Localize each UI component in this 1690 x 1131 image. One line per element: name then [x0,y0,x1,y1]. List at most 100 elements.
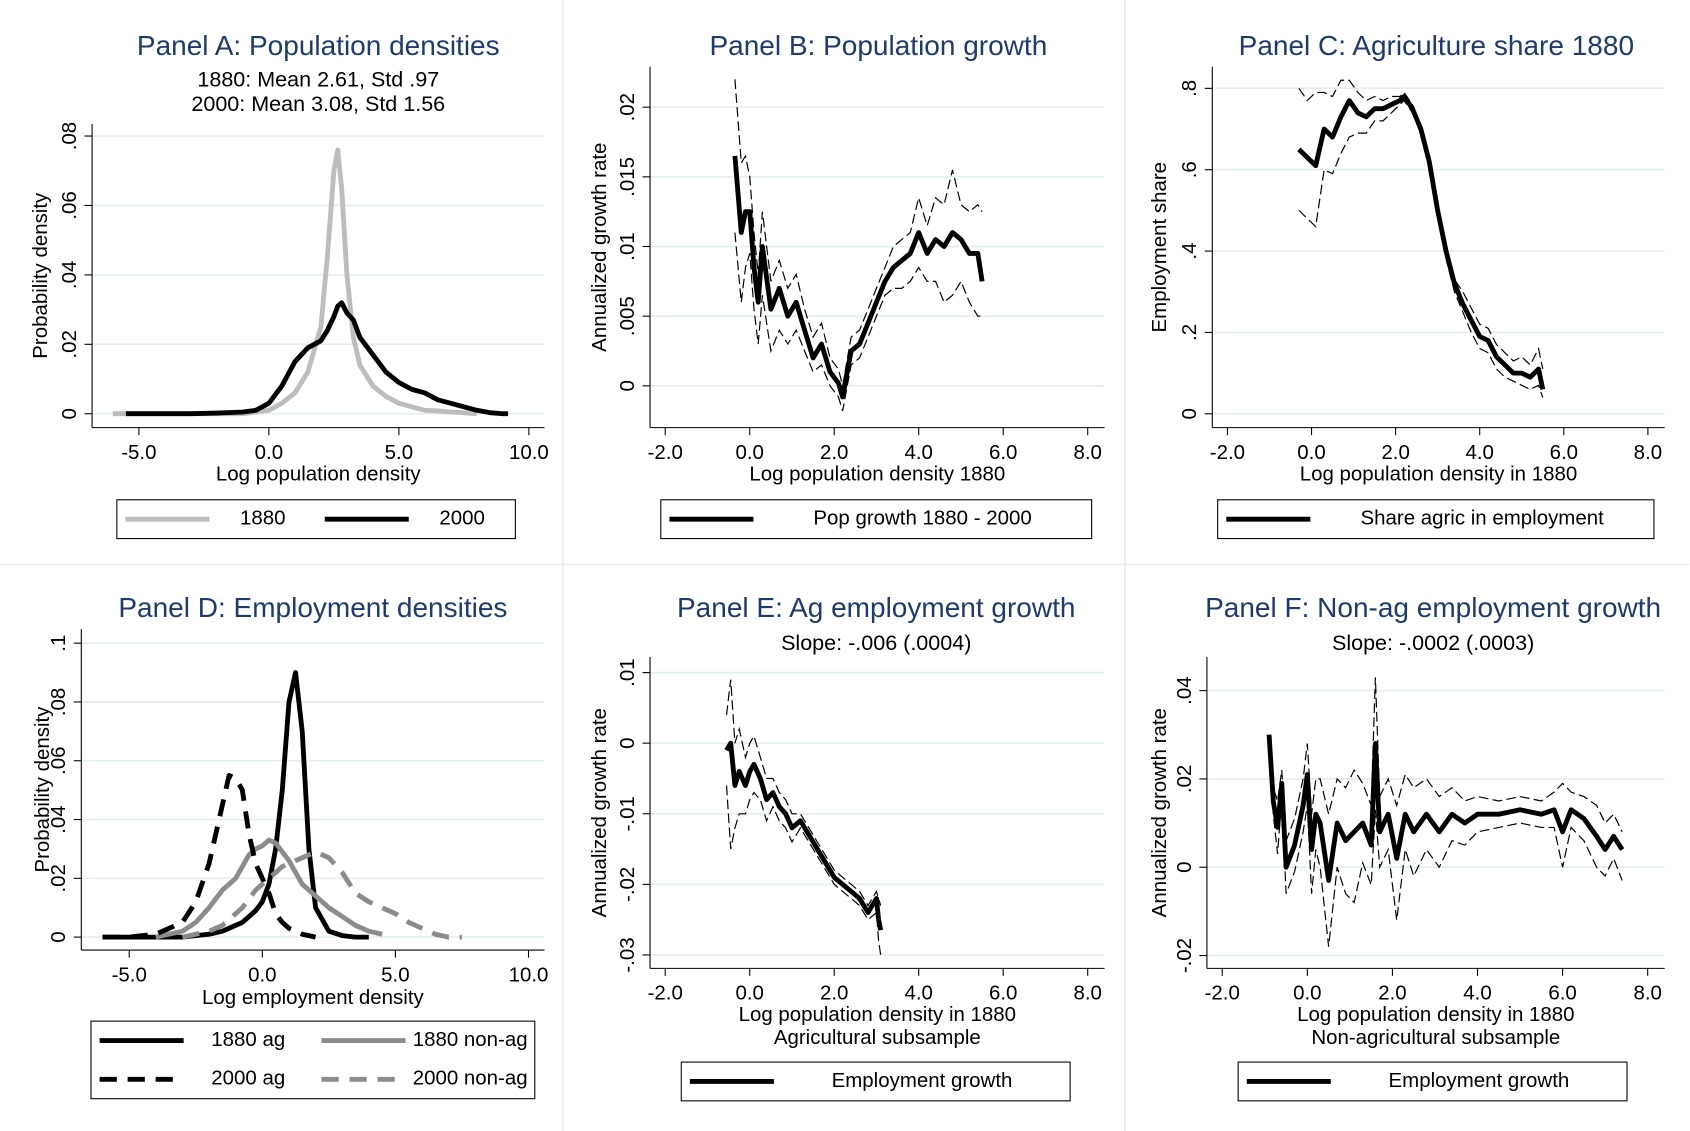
x-axis-title: Log population density in 1880 [1297,1003,1574,1026]
y-tick-label: 0 [1178,408,1201,419]
panel-subtitle: 1880: Mean 2.61, Std .97 [197,67,439,91]
x-axis-title: Log population density in 1880 [1300,462,1577,485]
x-tick-label: 8.0 [1073,982,1101,1005]
y-tick-label: .2 [1178,324,1201,341]
x-tick-label: 2.0 [1378,982,1406,1005]
data-line [125,300,509,417]
x-tick-label: 6.0 [989,441,1017,464]
x-tick-label: 2.0 [820,441,848,464]
confidence-band [734,79,983,386]
x-tick-label: 0.0 [248,963,276,986]
y-tick-label: 0 [58,408,81,419]
y-tick-label: -.02 [1173,938,1196,973]
panel-title: Panel A: Population densities [137,30,500,61]
data-line [1297,94,1546,390]
y-tick-label: 0 [47,931,70,942]
panel-subtitle: Slope: -.006 (.0004) [781,631,971,655]
x-tick-label: 6.0 [989,982,1017,1005]
y-axis-title: Annualized growth rate [1148,708,1171,917]
x-tick-label: 0.0 [736,982,764,1005]
x-tick-label: 0.0 [736,441,764,464]
x-tick-label: -2.0 [1210,441,1245,464]
x-tick-label: 4.0 [1463,982,1491,1005]
panel-title: Panel F: Non-ag employment growth [1205,592,1661,623]
y-tick-label: .06 [47,747,70,775]
confidence-band [1268,734,1623,947]
y-axis-title: Probability density [29,192,52,359]
y-tick-label: 0 [616,737,639,748]
panel-subtitle: Slope: -.0002 (.0003) [1332,631,1534,655]
x-tick-label: 6.0 [1548,982,1576,1005]
x-tick-label: -2.0 [648,982,683,1005]
y-tick-label: -.02 [616,867,639,902]
panel-subtitle: 2000: Mean 3.08, Std 1.56 [191,92,445,116]
y-axis-title: Annualized growth rate [588,143,611,352]
data-line [724,740,884,931]
legend-label: Share agric in employment [1360,507,1604,530]
y-tick-label: 0 [616,380,639,391]
x-tick-label: 2.0 [1381,441,1409,464]
confidence-band [1298,99,1544,398]
x-tick-label: 2.0 [820,982,848,1005]
y-tick-label: .02 [47,864,70,892]
x-axis-title: Log population density 1880 [749,462,1005,485]
data-line [155,837,383,940]
y-tick-label: .04 [1173,676,1196,704]
y-tick-label: .015 [616,157,639,197]
x-tick-label: 5.0 [385,441,413,464]
x-axis-title: Non-agricultural subsample [1311,1026,1560,1049]
y-tick-label: .02 [58,330,81,358]
y-tick-label: .02 [1173,765,1196,793]
x-axis-title: Agricultural subsample [774,1026,981,1049]
y-tick-label: .02 [616,93,639,121]
confidence-band [725,785,882,955]
data-line [181,849,462,940]
legend-label: 1880 [240,507,286,530]
legend-label: Pop growth 1880 - 2000 [813,507,1031,530]
x-tick-label: 6.0 [1550,441,1578,464]
legend-label: Employment growth [1389,1069,1570,1092]
legend-label: 1880 non-ag [413,1028,528,1051]
legend-label: 2000 [439,507,485,530]
y-axis-title: Probability density [31,706,54,873]
y-tick-label: .06 [58,191,81,219]
y-tick-label: .01 [616,658,639,686]
x-tick-label: 4.0 [904,982,932,1005]
legend-box [680,1061,1071,1102]
legend-label: 2000 ag [211,1067,285,1090]
x-axis-title: Log population density in 1880 [739,1003,1016,1026]
x-tick-label: -2.0 [648,441,683,464]
data-line [1266,734,1625,883]
data-line [102,773,317,940]
x-tick-label: -5.0 [121,441,156,464]
confidence-band [725,679,882,907]
panel-title: Panel D: Employment densities [118,592,507,623]
y-tick-label: .1 [47,635,70,652]
panel-title: Panel C: Agriculture share 1880 [1239,30,1634,61]
y-tick-label: .08 [58,122,81,150]
x-axis-title: Log population density [216,462,421,485]
x-tick-label: 0.0 [1293,982,1321,1005]
y-tick-label: .04 [47,805,70,833]
x-tick-label: 4.0 [1465,441,1493,464]
y-tick-label: .8 [1178,80,1201,97]
y-tick-label: .04 [58,261,81,289]
x-tick-label: 10.0 [509,441,549,464]
x-tick-label: 4.0 [904,441,932,464]
y-tick-label: .4 [1178,243,1201,260]
y-tick-label: .08 [47,688,70,716]
panel-title: Panel B: Population growth [710,30,1048,61]
x-tick-label: -5.0 [112,963,147,986]
x-tick-label: -2.0 [1205,982,1240,1005]
x-axis-title: Log employment density [202,986,424,1009]
y-tick-label: .01 [616,232,639,260]
legend-label: Employment growth [832,1069,1013,1092]
x-tick-label: 5.0 [381,963,409,986]
x-tick-label: 0.0 [255,441,283,464]
legend-label: 1880 ag [211,1028,285,1051]
y-tick-label: -.03 [616,937,639,972]
y-axis-title: Annualized growth rate [588,708,611,917]
y-axis-title: Employment share [1148,162,1171,333]
